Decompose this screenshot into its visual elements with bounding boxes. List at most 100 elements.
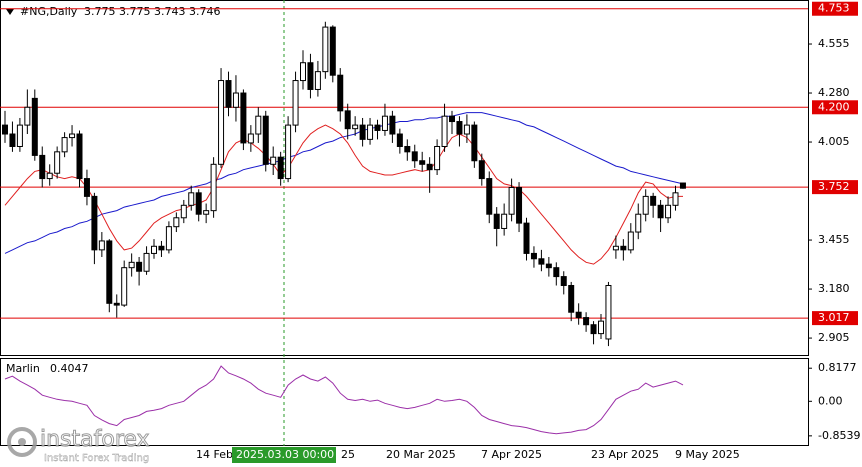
candle-body — [98, 240, 105, 251]
candle-body — [262, 115, 269, 165]
candle-body — [523, 222, 530, 254]
candle-body — [113, 302, 120, 306]
logo-icon-dot — [18, 438, 26, 446]
candle-body — [46, 172, 53, 180]
candle-body — [329, 26, 336, 76]
candle-body — [396, 133, 403, 147]
candle-body — [203, 210, 210, 215]
candle-body — [672, 192, 679, 206]
candle-body — [612, 245, 619, 251]
y-tick-label: 4.555 — [818, 37, 850, 50]
candle-body — [9, 133, 16, 147]
candle-body — [679, 182, 686, 189]
candle-body — [31, 97, 38, 156]
candle-body — [605, 284, 612, 340]
ohlc-text: 3.775 3.775 3.743 3.746 — [84, 5, 220, 18]
candle-body — [69, 133, 76, 139]
level-label: 3.752 — [818, 180, 850, 193]
x-tick-label: 20 Mar 2025 — [386, 448, 456, 461]
candle-body — [121, 267, 128, 306]
candle-body — [545, 263, 552, 269]
indicator-name: Marlin — [6, 362, 40, 375]
main-panel — [0, 0, 809, 356]
candle-body — [300, 62, 306, 82]
candle-body — [471, 124, 478, 162]
candle-body — [627, 231, 634, 251]
level-label: 3.017 — [818, 311, 850, 324]
candle-body — [173, 217, 180, 228]
y2-tick-label: 0.00 — [818, 394, 843, 407]
x-tick-label: 9 May 2025 — [675, 448, 740, 461]
y2-tick-label: -0.8539 — [818, 429, 860, 442]
candle-body — [344, 110, 351, 130]
candle-body — [516, 186, 523, 224]
candle-body — [508, 186, 515, 215]
candle-body — [232, 92, 239, 108]
candle-body — [76, 133, 83, 180]
candle-body — [620, 245, 627, 251]
candle-body — [590, 324, 597, 335]
logo-tagline: Instant Forex Trading — [44, 453, 149, 464]
candle-body — [463, 124, 470, 135]
y-tick-label: 3.180 — [818, 282, 850, 295]
candle-body — [277, 156, 284, 180]
level-label: 4.200 — [818, 100, 850, 113]
indicator-line — [4, 365, 684, 435]
candle-body — [165, 226, 172, 251]
chart-title: #NG,Daily — [20, 5, 78, 18]
candle-body — [285, 124, 292, 180]
x-tick-label: 23 Apr 2025 — [591, 448, 659, 461]
cursor-label-box — [232, 447, 336, 463]
candle-body — [449, 115, 455, 123]
candle-body — [642, 195, 649, 215]
candle-body — [218, 80, 225, 165]
candle-body — [195, 192, 202, 215]
candle-body — [2, 124, 8, 135]
candle-body — [381, 115, 388, 131]
candle-body — [374, 124, 381, 131]
candle-body — [583, 317, 590, 326]
y-tick-label: 3.455 — [818, 233, 850, 246]
candle-body — [24, 106, 31, 126]
candle-body — [255, 115, 262, 135]
candle-body — [456, 121, 463, 135]
candle-body — [39, 154, 46, 180]
candle-body — [225, 80, 232, 108]
candle-body — [337, 74, 344, 112]
cursor-label: 2025.03.03 00:00 — [236, 448, 334, 461]
candle-body — [575, 311, 582, 319]
candle-body — [136, 261, 143, 272]
candle-body — [411, 151, 418, 162]
candle-body — [61, 137, 68, 153]
indicator-panel — [0, 358, 809, 446]
candle-body — [568, 284, 575, 313]
candle-body — [188, 192, 195, 206]
candle-body — [553, 267, 560, 278]
candle-body — [367, 124, 374, 140]
moving-average — [4, 112, 684, 254]
candle-body — [106, 240, 113, 304]
candle-body — [657, 204, 664, 219]
candle-body — [151, 245, 157, 254]
candle-body — [307, 62, 314, 90]
candle-body — [180, 204, 187, 219]
candle-body — [389, 115, 396, 135]
x-tick-label: 25 — [341, 448, 355, 461]
candle-body — [434, 145, 441, 171]
candle-body — [560, 276, 567, 286]
candle-body — [538, 258, 545, 265]
candle-body — [501, 213, 508, 229]
logo: instaforex Instant Forex Trading — [7, 427, 150, 464]
indicator-last: 0.4047 — [50, 362, 89, 375]
candle-body — [322, 26, 329, 73]
level-label-box — [812, 311, 858, 326]
candle-body — [292, 80, 299, 126]
candle-body — [598, 320, 604, 335]
level-label-box — [812, 100, 858, 115]
candle-body — [352, 124, 359, 130]
candle-body — [650, 195, 657, 206]
candle-body — [83, 178, 90, 197]
candle-body — [16, 124, 23, 147]
candle-body — [143, 252, 150, 272]
